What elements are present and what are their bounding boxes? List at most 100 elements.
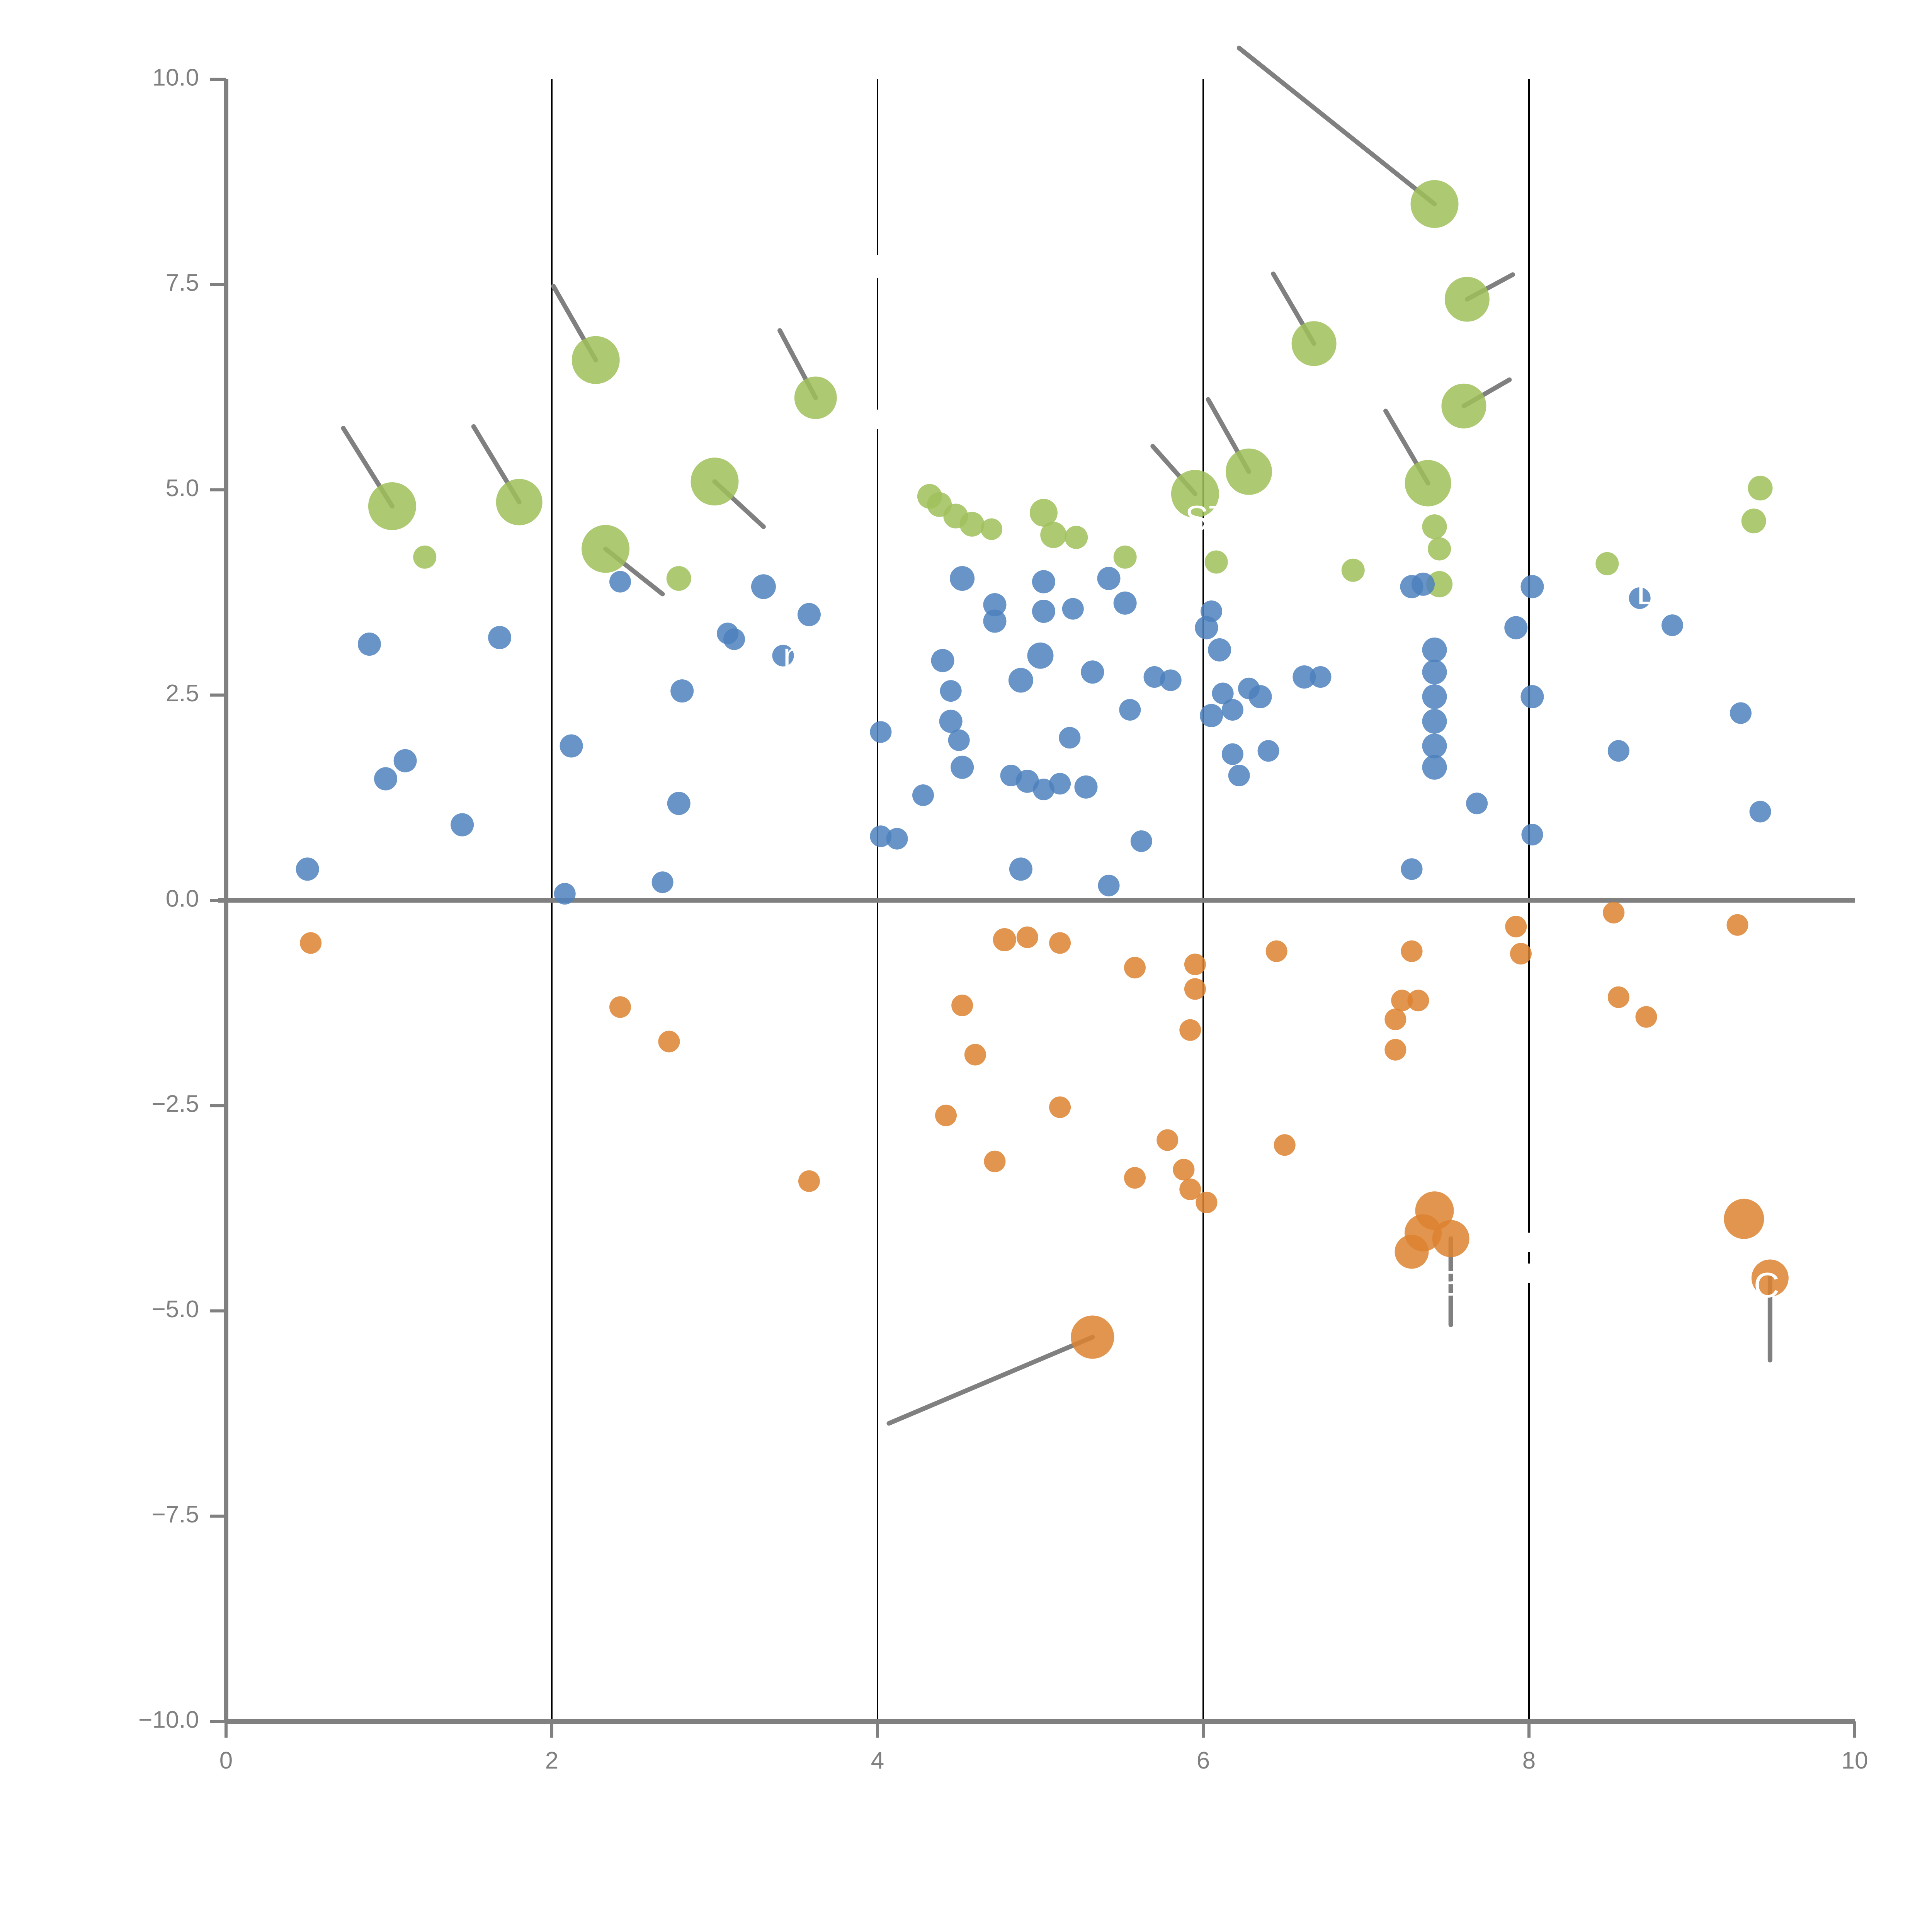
data-point-orange[interactable] (1196, 1192, 1218, 1213)
data-point-orange[interactable] (993, 928, 1016, 951)
data-point-blue[interactable] (870, 825, 892, 847)
data-point-blue[interactable] (488, 626, 512, 649)
data-point-orange[interactable] (1384, 1039, 1406, 1061)
data-point-orange[interactable] (798, 1170, 820, 1192)
data-point-blue[interactable] (1008, 668, 1033, 693)
data-point-blue[interactable] (1059, 727, 1081, 749)
data-point-orange[interactable] (1274, 1134, 1296, 1156)
data-point-blue[interactable] (1160, 669, 1182, 691)
data-point-green[interactable] (1341, 558, 1365, 582)
data-point-orange[interactable] (1603, 901, 1625, 923)
data-point-green[interactable] (1410, 180, 1459, 228)
data-point-green[interactable] (1065, 526, 1088, 549)
data-point-green[interactable] (1428, 537, 1451, 561)
data-point-green[interactable] (1226, 448, 1272, 495)
data-point-blue[interactable] (560, 734, 583, 758)
data-point-orange[interactable] (1726, 914, 1748, 936)
data-point-blue[interactable] (1228, 765, 1250, 786)
data-point-orange[interactable] (1401, 940, 1423, 962)
data-point-blue[interactable] (451, 813, 474, 837)
data-point-blue[interactable] (950, 566, 975, 591)
data-point-green[interactable] (368, 482, 416, 530)
data-point-blue[interactable] (1027, 642, 1054, 669)
data-point-orange[interactable] (1184, 978, 1206, 1000)
data-point-green[interactable] (1595, 552, 1619, 575)
data-point-blue[interactable] (1310, 666, 1332, 688)
data-point-blue[interactable] (374, 767, 398, 791)
data-point-green[interactable] (794, 376, 837, 419)
data-point-orange[interactable] (1016, 926, 1038, 948)
data-point-blue[interactable] (723, 628, 745, 650)
data-point-blue[interactable] (931, 649, 954, 672)
data-point-green[interactable] (413, 545, 437, 569)
data-point-green[interactable] (1291, 321, 1337, 366)
data-point-blue[interactable] (1032, 600, 1055, 623)
data-point-blue[interactable] (1422, 755, 1447, 780)
data-point-blue[interactable] (1113, 591, 1137, 615)
data-point-blue[interactable] (1062, 598, 1084, 620)
data-point-green[interactable] (1441, 383, 1486, 429)
data-point-orange[interactable] (1635, 1006, 1657, 1028)
data-point-green[interactable] (981, 518, 1003, 540)
data-point-orange[interactable] (964, 1044, 986, 1066)
data-point-blue[interactable] (1212, 682, 1234, 704)
data-point-green[interactable] (1422, 514, 1447, 539)
data-point-blue[interactable] (1661, 614, 1683, 636)
data-point-blue[interactable] (751, 574, 776, 599)
data-point-orange[interactable] (1407, 990, 1429, 1012)
data-point-blue[interactable] (1749, 801, 1771, 823)
data-point-orange[interactable] (1510, 943, 1532, 965)
data-point-blue[interactable] (1504, 616, 1528, 639)
data-point-blue[interactable] (651, 871, 673, 893)
data-point-blue[interactable] (1221, 743, 1243, 765)
data-point-blue[interactable] (609, 571, 631, 593)
data-point-blue[interactable] (1466, 793, 1488, 815)
data-point-blue[interactable] (1009, 857, 1032, 881)
data-point-blue[interactable] (940, 680, 962, 702)
data-point-blue[interactable] (1032, 779, 1054, 801)
data-point-orange[interactable] (951, 995, 973, 1016)
data-point-blue[interactable] (1401, 858, 1423, 880)
data-point-orange[interactable] (1395, 1235, 1429, 1269)
data-point-green[interactable] (1405, 460, 1451, 507)
data-point-orange[interactable] (1391, 990, 1413, 1012)
data-point-blue[interactable] (1422, 660, 1447, 685)
data-point-blue[interactable] (1520, 685, 1544, 708)
data-point-blue[interactable] (1422, 684, 1447, 709)
data-point-blue[interactable] (296, 857, 319, 881)
data-point-orange[interactable] (300, 932, 322, 954)
data-point-blue[interactable] (1119, 699, 1141, 721)
data-point-green[interactable] (1204, 550, 1228, 574)
data-point-orange[interactable] (1049, 1096, 1071, 1118)
data-point-blue[interactable] (1422, 637, 1447, 662)
data-point-blue[interactable] (1074, 775, 1098, 799)
data-point-blue[interactable] (1201, 600, 1223, 622)
data-point-green[interactable] (1748, 476, 1773, 501)
data-point-blue[interactable] (554, 883, 576, 905)
data-point-orange[interactable] (658, 1031, 680, 1053)
data-point-blue[interactable] (1520, 575, 1544, 599)
data-point-blue[interactable] (1248, 685, 1272, 708)
data-point-green[interactable] (690, 457, 739, 506)
data-point-green[interactable] (1029, 499, 1058, 527)
data-point-blue[interactable] (1032, 570, 1055, 594)
data-point-green[interactable] (496, 479, 543, 526)
data-point-green[interactable] (1171, 470, 1219, 518)
data-point-blue[interactable] (983, 593, 1007, 616)
data-point-orange[interactable] (1179, 1179, 1201, 1200)
data-point-blue[interactable] (886, 828, 908, 850)
data-point-orange[interactable] (1179, 1019, 1201, 1041)
data-point-blue[interactable] (1422, 709, 1447, 734)
data-point-blue[interactable] (1200, 704, 1223, 727)
data-point-blue[interactable] (1221, 699, 1243, 721)
data-point-blue[interactable] (1208, 638, 1231, 662)
data-point-blue[interactable] (1422, 733, 1447, 759)
data-point-blue[interactable] (1143, 666, 1165, 688)
data-point-green[interactable] (582, 525, 630, 573)
data-point-blue[interactable] (797, 603, 821, 626)
data-point-blue[interactable] (1081, 660, 1104, 684)
data-point-green[interactable] (1113, 545, 1137, 569)
data-point-orange[interactable] (609, 996, 631, 1018)
data-point-green[interactable] (1444, 277, 1490, 322)
data-point-blue[interactable] (948, 729, 970, 751)
